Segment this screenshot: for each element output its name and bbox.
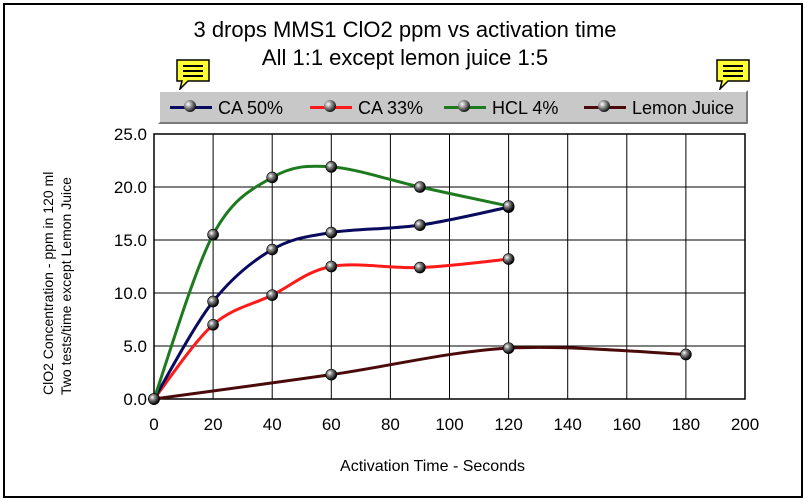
chart-frame — [3, 3, 803, 498]
data-point — [414, 261, 426, 274]
x-tick-label: 140 — [554, 415, 582, 434]
series-line — [152, 257, 509, 400]
series-line — [152, 164, 509, 400]
data-point — [414, 181, 426, 193]
chart-title: 3 drops MMS1 ClO2 ppm vs activation time — [193, 17, 617, 42]
x-tick-label: 0 — [149, 415, 158, 434]
legend-label: HCL 4% — [492, 98, 559, 118]
data-point — [502, 200, 515, 212]
y-tick-label: 25.0 — [114, 125, 147, 144]
y-tick-label: 5.0 — [123, 337, 147, 356]
x-tick-label: 160 — [613, 415, 641, 434]
legend-marker — [184, 100, 196, 112]
x-tick-label: 180 — [672, 415, 700, 434]
legend-label: Lemon Juice — [632, 98, 735, 118]
series-line — [152, 205, 509, 400]
legend-label: CA 50% — [218, 98, 284, 118]
y-axis-title-line1: ClO2 Concentration - ppm in 120 ml — [40, 171, 56, 395]
chart-subtitle: All 1:1 except lemon juice 1:5 — [261, 45, 549, 70]
data-point — [148, 393, 160, 405]
data-point — [325, 368, 338, 381]
note-icon[interactable] — [174, 57, 212, 91]
x-tick-label: 100 — [435, 415, 463, 434]
plot-border — [153, 133, 746, 400]
x-axis-title: Activation Time - Seconds — [340, 458, 525, 475]
data-point — [502, 253, 515, 265]
x-tick-label: 20 — [204, 415, 223, 434]
data-point — [325, 161, 338, 173]
x-tick-label: 60 — [322, 415, 341, 434]
series-line — [153, 345, 686, 401]
legend-marker — [324, 100, 336, 112]
data-point — [207, 318, 219, 331]
data-point — [414, 219, 426, 231]
y-axis-title-line2: Two tests/time except Lemon Juice — [58, 177, 74, 395]
y-tick-label: 20.0 — [114, 178, 147, 197]
data-point — [502, 342, 515, 354]
x-tick-label: 80 — [381, 415, 400, 434]
data-point — [207, 228, 219, 241]
legend-label: CA 33% — [358, 98, 424, 118]
y-tick-label: 10.0 — [114, 284, 147, 303]
y-tick-label: 15.0 — [114, 231, 147, 250]
chart-legend: CA 50% CA 33% HCL 4% Lemon Juice — [158, 90, 748, 124]
data-point — [207, 295, 219, 308]
data-point — [266, 289, 279, 301]
x-tick-label: 40 — [263, 415, 282, 434]
x-tick-label: 200 — [731, 415, 759, 434]
data-point — [266, 171, 279, 184]
legend-marker — [458, 100, 470, 112]
x-tick-label: 120 — [494, 415, 522, 434]
y-tick-label: 0.0 — [123, 390, 147, 409]
data-point — [325, 260, 338, 273]
data-point — [680, 348, 692, 361]
data-point — [266, 243, 279, 256]
note-icon[interactable] — [714, 57, 752, 91]
data-point — [325, 226, 338, 239]
legend-marker — [598, 100, 610, 112]
